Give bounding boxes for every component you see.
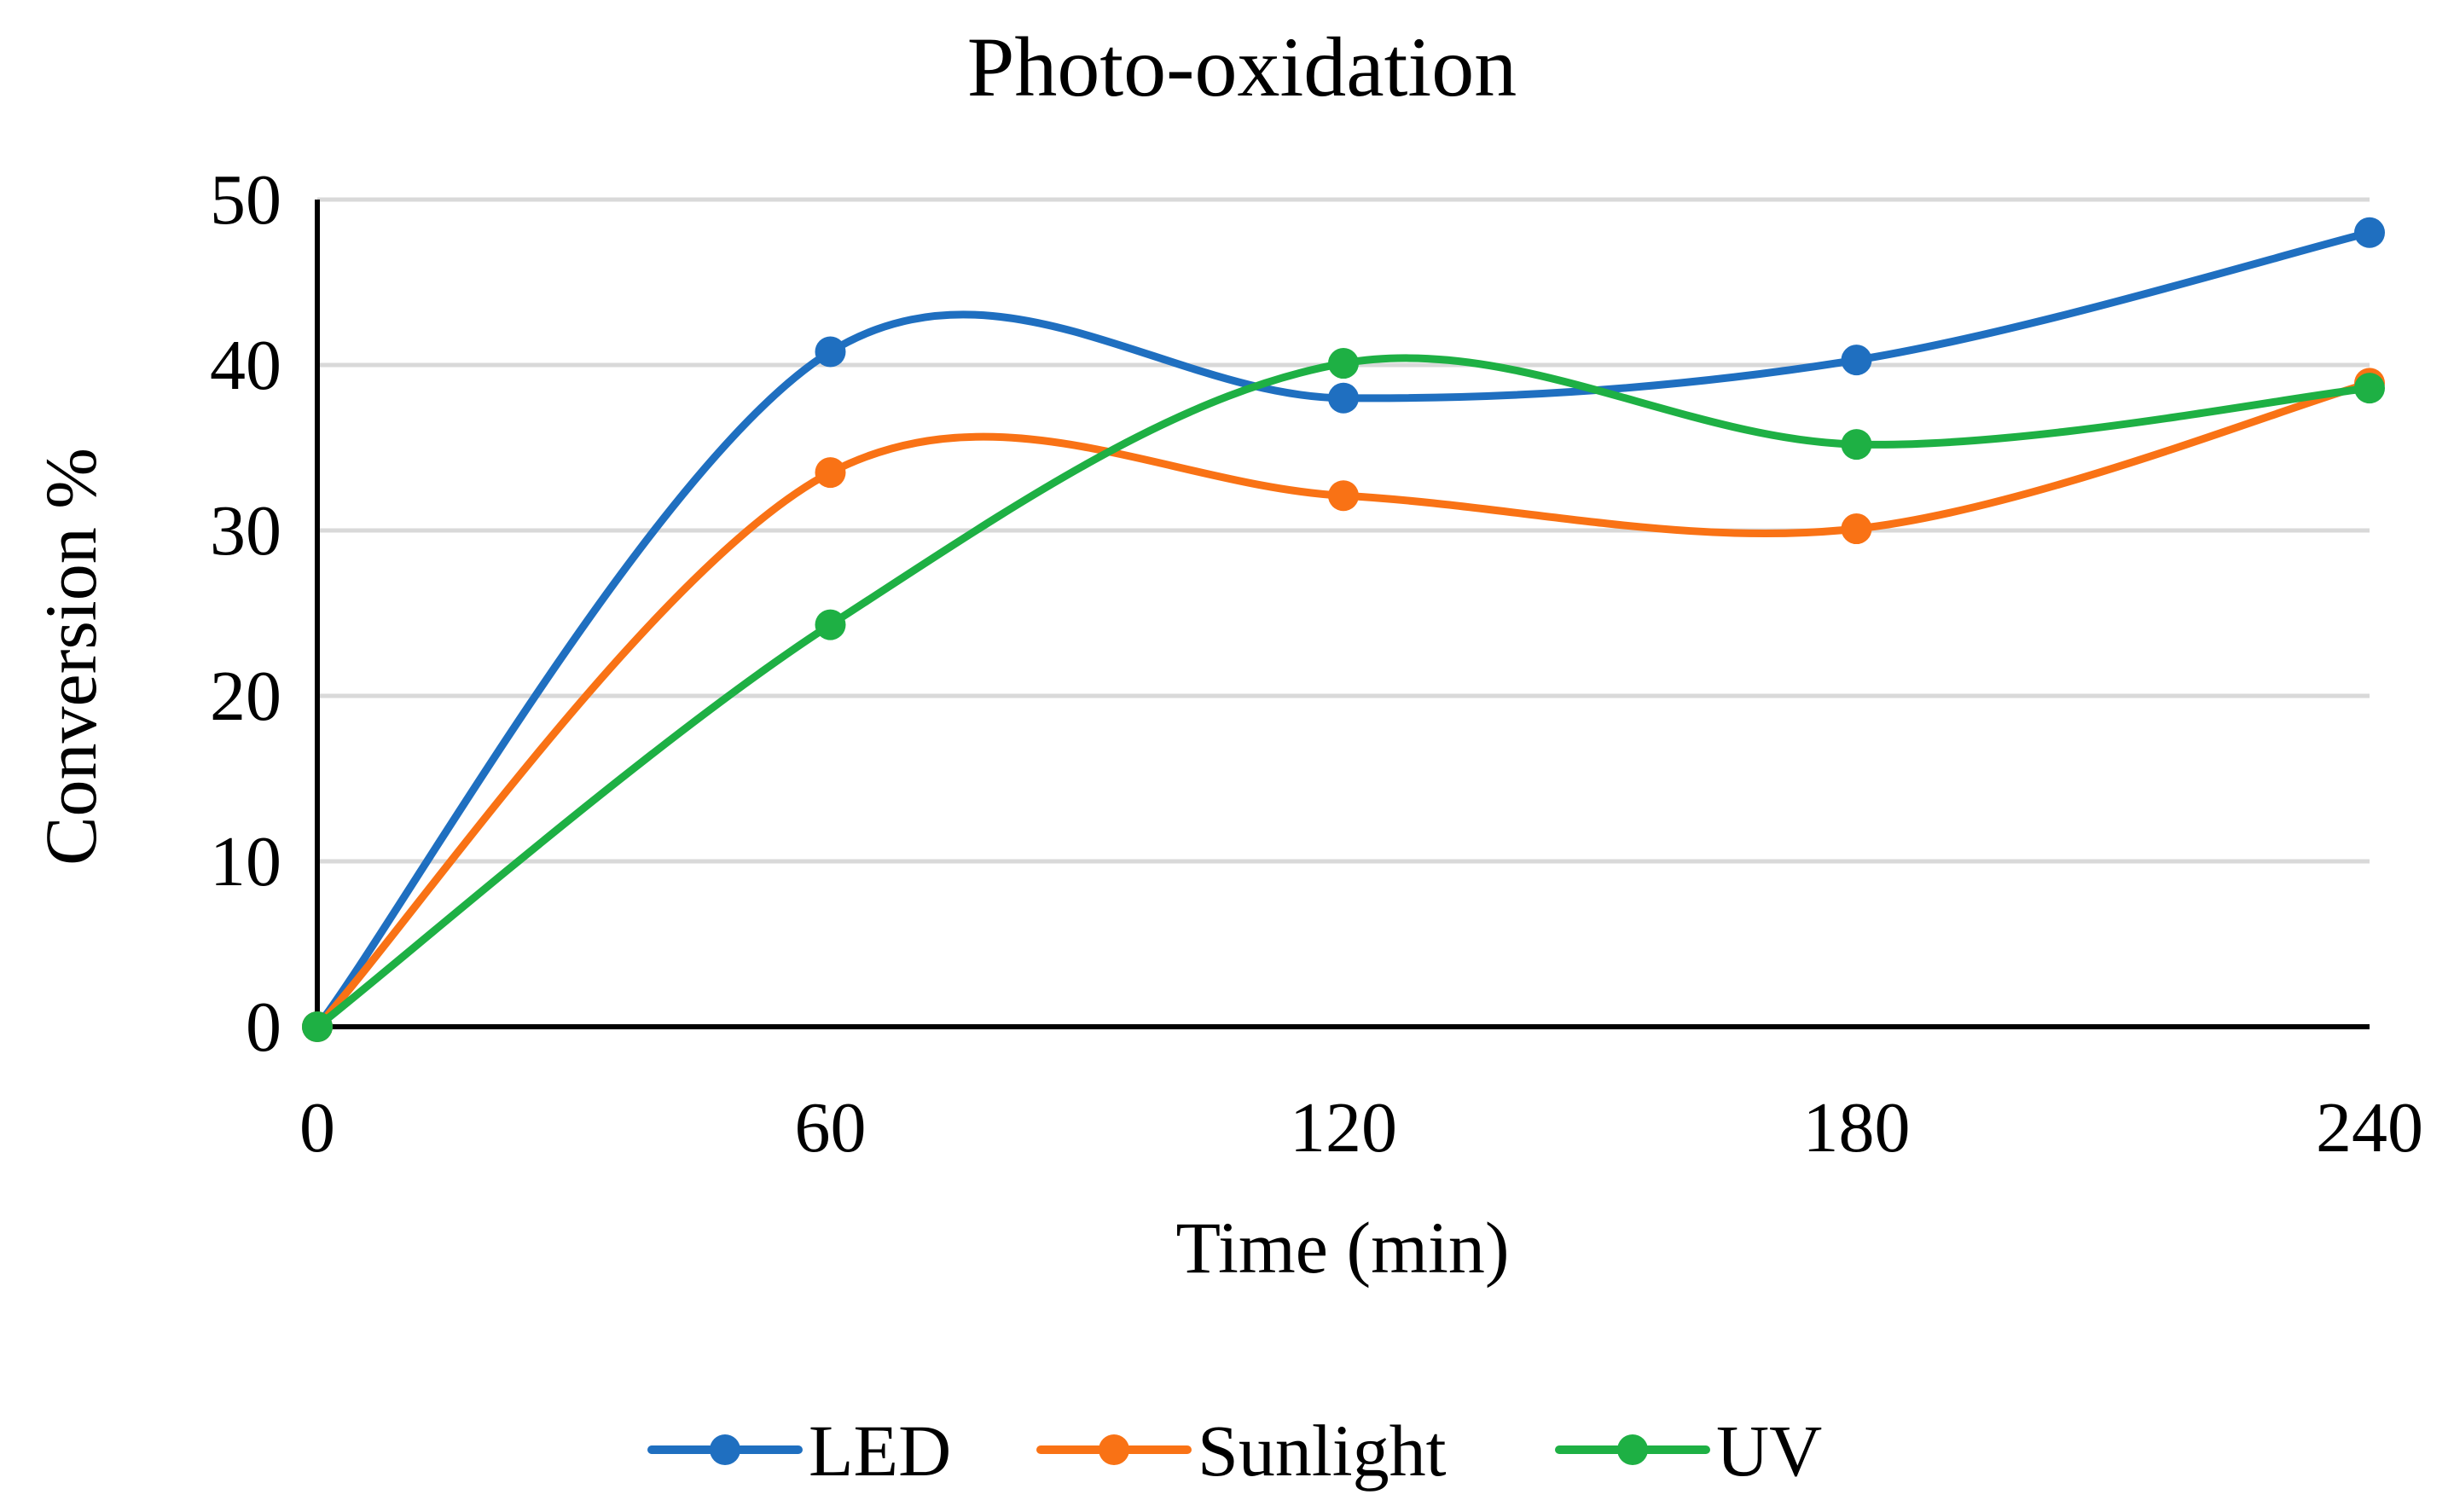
series-line-sunlight: [313, 379, 2374, 1031]
y-tick-label: 0: [246, 988, 281, 1067]
x-tick-label: 0: [299, 1088, 335, 1167]
legend-label-uv: UV: [1716, 1410, 1822, 1492]
legend-marker-sunlight: [1099, 1434, 1129, 1465]
y-tick-label: 10: [210, 822, 281, 901]
x-tick-label: 240: [2316, 1088, 2423, 1167]
y-tick-labels: 0 10 20 30 40 50: [210, 160, 281, 1067]
legend-item-uv: UV: [1555, 1410, 1822, 1492]
x-tick-label: 180: [1803, 1088, 1911, 1167]
x-tick-label: 120: [1290, 1088, 1397, 1167]
y-tick-label: 40: [210, 326, 281, 405]
data-point-uv: [2354, 373, 2385, 404]
x-tick-label: 60: [795, 1088, 867, 1167]
data-point-uv: [815, 609, 846, 640]
legend-label-sunlight: Sunlight: [1198, 1410, 1447, 1492]
legend: LED Sunlight UV: [647, 1410, 1822, 1492]
legend-item-sunlight: Sunlight: [1036, 1410, 1447, 1492]
data-point-uv: [1328, 348, 1359, 379]
axes: [315, 200, 2370, 1029]
data-point-led: [815, 336, 846, 368]
data-point-sunlight: [1328, 480, 1359, 512]
data-point-led: [1328, 382, 1359, 414]
legend-item-led: LED: [647, 1410, 951, 1492]
legend-marker-uv: [1617, 1434, 1648, 1465]
x-axis-label: Time (min): [1175, 1207, 1509, 1289]
x-tick-labels: 0 60 120 180 240: [299, 1088, 2423, 1167]
y-axis-label: Conversion %: [30, 448, 112, 866]
data-point-uv: [1841, 429, 1872, 461]
y-tick-label: 30: [210, 491, 281, 571]
series-uv: [302, 348, 2385, 1042]
legend-label-led: LED: [809, 1410, 951, 1492]
series-line-led: [313, 229, 2374, 1031]
data-point-sunlight: [1841, 513, 1872, 545]
data-point-uv: [302, 1011, 333, 1042]
series-line-uv: [313, 354, 2374, 1031]
y-tick-label: 50: [210, 160, 281, 240]
series-group: [302, 217, 2385, 1042]
data-point-sunlight: [815, 457, 846, 489]
data-point-led: [1841, 345, 1872, 376]
y-tick-label: 20: [210, 657, 281, 736]
chart-title: Photo-oxidation: [967, 20, 1517, 114]
data-point-led: [2354, 217, 2385, 248]
legend-marker-led: [710, 1434, 740, 1465]
